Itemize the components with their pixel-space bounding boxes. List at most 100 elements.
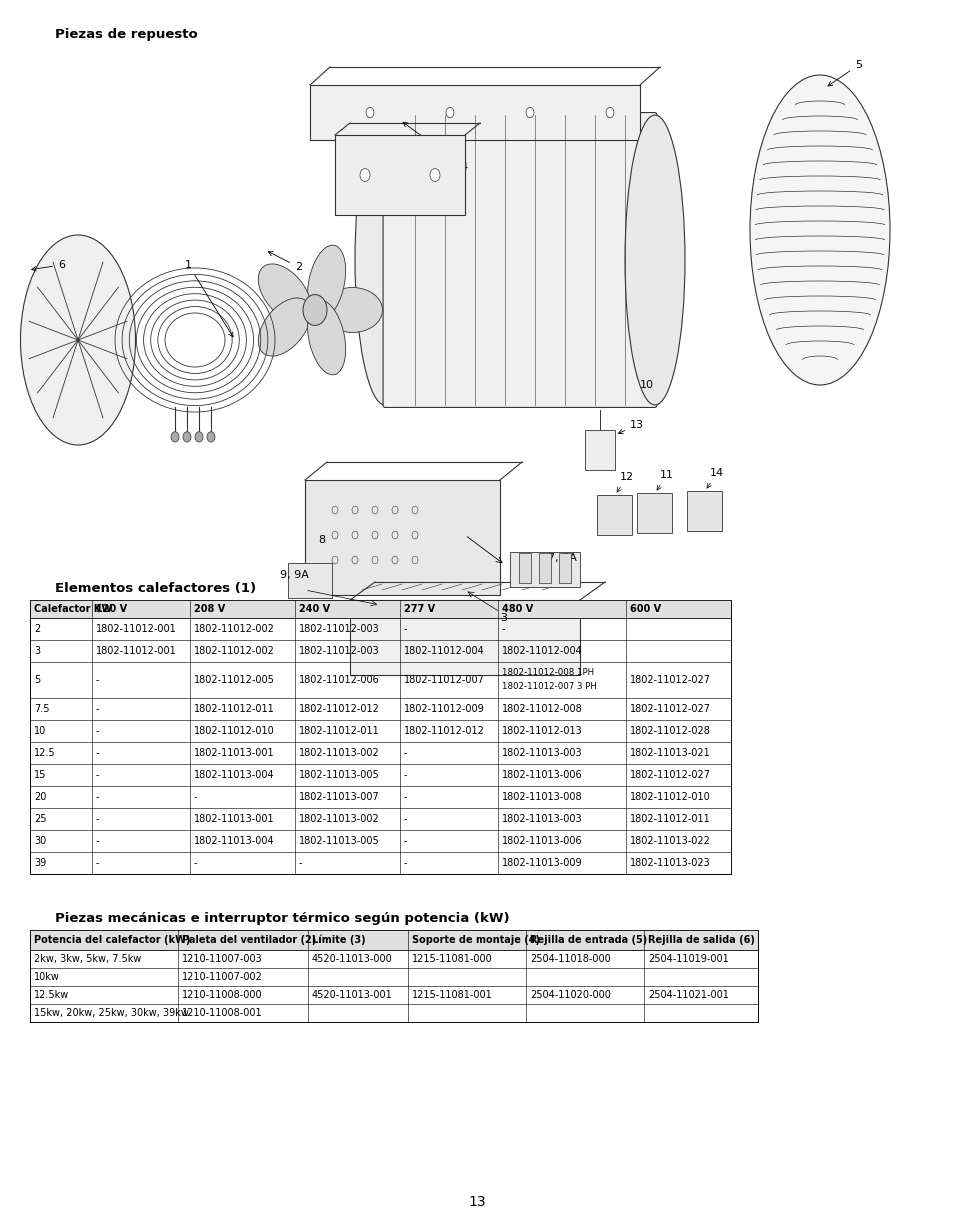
Text: -: - [95,771,99,780]
Text: 3: 3 [33,645,40,656]
FancyBboxPatch shape [686,491,721,531]
Text: -: - [95,704,99,714]
Text: 1802-11012-028: 1802-11012-028 [629,726,710,736]
Text: Potencia del calefactor (kW): Potencia del calefactor (kW) [33,935,190,945]
Text: 4: 4 [402,123,467,172]
Text: 1802-11013-005: 1802-11013-005 [298,836,379,845]
Text: 208 V: 208 V [193,604,225,614]
FancyBboxPatch shape [597,494,631,535]
Text: -: - [403,836,407,845]
Circle shape [194,432,203,442]
Text: 10: 10 [639,380,654,390]
Text: 1802-11012-027: 1802-11012-027 [629,675,710,685]
Text: -: - [403,625,407,634]
Text: 4520-11013-001: 4520-11013-001 [312,990,392,1000]
Text: -: - [403,858,407,867]
Text: 1802-11012-008 1PH: 1802-11012-008 1PH [501,667,594,676]
Text: -: - [501,625,505,634]
Text: 1802-11013-022: 1802-11013-022 [629,836,710,845]
Text: 1802-11013-005: 1802-11013-005 [298,771,379,780]
Text: 1802-11012-001: 1802-11012-001 [95,645,176,656]
Text: 11: 11 [657,470,673,490]
Ellipse shape [624,115,684,405]
Text: 12.5: 12.5 [33,748,55,758]
Text: -: - [95,814,99,825]
Text: 1802-11013-002: 1802-11013-002 [298,748,379,758]
Circle shape [183,432,191,442]
Text: Elementos calefactores (1): Elementos calefactores (1) [55,582,255,595]
Text: 12.5kw: 12.5kw [33,990,69,1000]
Text: 2kw, 3kw, 5kw, 7.5kw: 2kw, 3kw, 5kw, 7.5kw [33,955,141,964]
Text: 7.5: 7.5 [33,704,50,714]
Text: 1210-11008-001: 1210-11008-001 [182,1009,262,1018]
Text: 1802-11012-011: 1802-11012-011 [629,814,710,825]
Ellipse shape [258,264,311,321]
Text: 1210-11007-002: 1210-11007-002 [182,972,262,982]
Text: 1802-11012-002: 1802-11012-002 [193,645,274,656]
Text: 2: 2 [33,625,40,634]
Text: 10kw: 10kw [33,972,60,982]
Text: 1210-11008-000: 1210-11008-000 [182,990,262,1000]
Text: -: - [95,791,99,802]
Text: 1802-11012-011: 1802-11012-011 [193,704,274,714]
Text: 1: 1 [185,260,233,337]
Text: 13: 13 [468,1195,485,1209]
Text: 1802-11013-006: 1802-11013-006 [501,771,582,780]
Text: 1802-11013-003: 1802-11013-003 [501,748,582,758]
Text: 3: 3 [499,614,506,623]
FancyBboxPatch shape [383,113,657,407]
Text: 1802-11013-021: 1802-11013-021 [629,748,710,758]
Text: Rejilla de entrada (5): Rejilla de entrada (5) [529,935,646,945]
Text: 1802-11012-006: 1802-11012-006 [298,675,379,685]
Text: 1802-11013-007: 1802-11013-007 [298,791,379,802]
Text: 5: 5 [827,60,862,86]
Text: -: - [95,748,99,758]
Text: 1210-11007-003: 1210-11007-003 [182,955,262,964]
Text: 39: 39 [33,858,46,867]
Text: 2: 2 [268,252,302,272]
Text: 30: 30 [33,836,46,845]
Text: 1802-11012-010: 1802-11012-010 [193,726,274,736]
Text: 1802-11012-011: 1802-11012-011 [298,726,379,736]
Text: 15: 15 [33,771,46,780]
Text: 2504-11020-000: 2504-11020-000 [529,990,610,1000]
Text: 600 V: 600 V [629,604,660,614]
Text: Piezas de repuesto: Piezas de repuesto [55,28,197,40]
Bar [30,600,730,874]
Text: Paleta del ventilador (2): Paleta del ventilador (2) [182,935,315,945]
Text: 1802-11012-003: 1802-11012-003 [298,645,379,656]
Text: -: - [193,858,197,867]
Text: 1802-11013-003: 1802-11013-003 [501,814,582,825]
Text: 1802-11012-001: 1802-11012-001 [95,625,176,634]
Text: Piezas mecánicas e interruptor térmico según potencia (kW): Piezas mecánicas e interruptor térmico s… [55,912,509,925]
Text: 1802-11013-006: 1802-11013-006 [501,836,582,845]
Circle shape [207,432,214,442]
Text: 2504-11018-000: 2504-11018-000 [529,955,610,964]
Text: Soporte de montaje (4): Soporte de montaje (4) [412,935,539,945]
Ellipse shape [307,301,345,375]
Text: 7, 7A: 7, 7A [547,553,577,563]
Text: 1802-11013-001: 1802-11013-001 [193,814,274,825]
Text: 1802-11012-004: 1802-11012-004 [403,645,484,656]
Text: 1802-11013-002: 1802-11013-002 [298,814,379,825]
Bar [30,930,758,1022]
Text: Límite (3): Límite (3) [312,935,365,945]
Text: 2504-11019-001: 2504-11019-001 [647,955,728,964]
Bar [30,600,730,618]
Text: 1802-11013-001: 1802-11013-001 [193,748,274,758]
Text: -: - [403,748,407,758]
Text: 15kw, 20kw, 25kw, 30kw, 39kw: 15kw, 20kw, 25kw, 30kw, 39kw [33,1009,189,1018]
Circle shape [525,107,534,118]
Text: 1802-11012-012: 1802-11012-012 [298,704,379,714]
Text: Rejilla de salida (6): Rejilla de salida (6) [647,935,754,945]
Bar [30,930,758,950]
Text: 120 V: 120 V [95,604,127,614]
Text: 240 V: 240 V [298,604,330,614]
Ellipse shape [749,75,889,385]
Text: 1802-11013-009: 1802-11013-009 [501,858,582,867]
Text: -: - [95,675,99,685]
Text: 2504-11021-001: 2504-11021-001 [647,990,728,1000]
Text: 1802-11012-027: 1802-11012-027 [629,771,710,780]
Text: -: - [403,814,407,825]
Text: 1802-11012-005: 1802-11012-005 [193,675,274,685]
